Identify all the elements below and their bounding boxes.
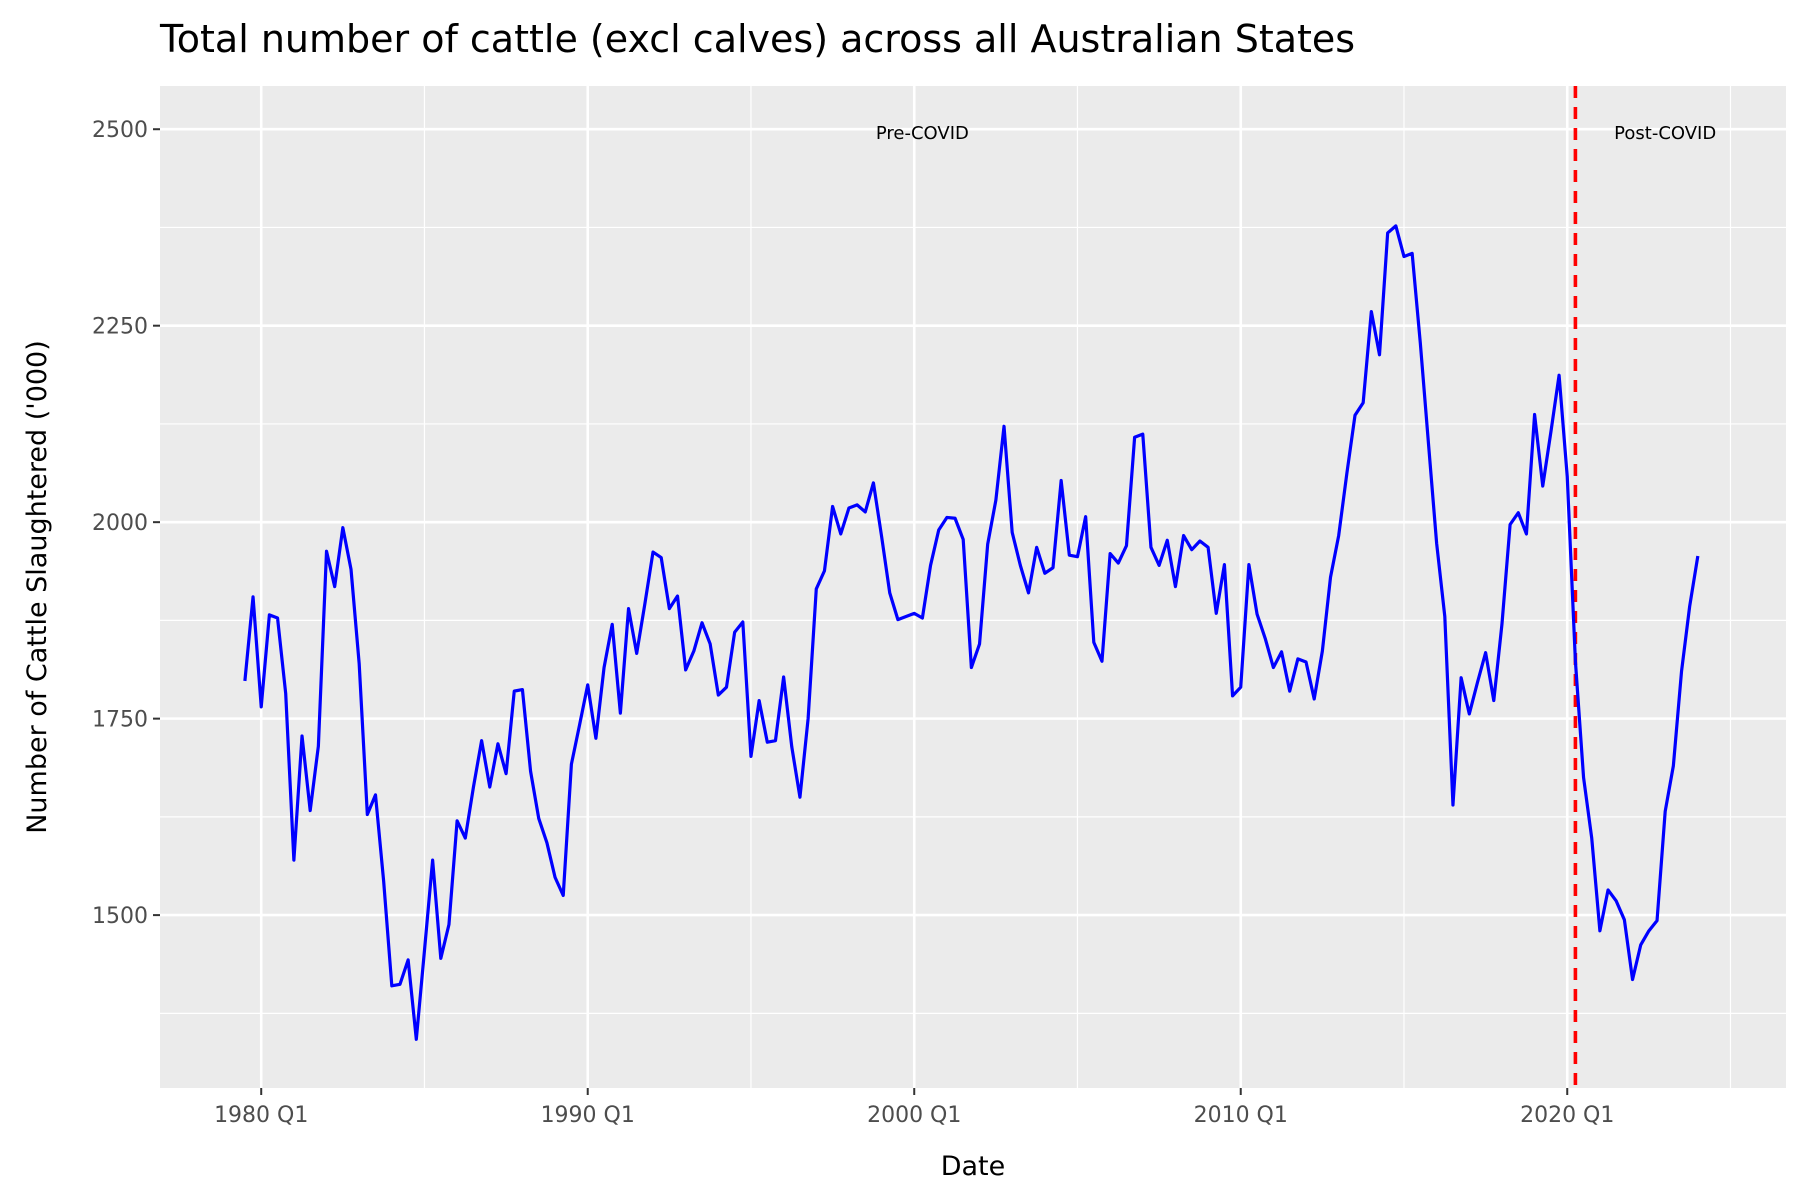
grid-major: [160, 86, 1786, 1088]
x-tick-label: 2010 Q1: [1194, 1103, 1288, 1128]
y-tick-label: 2500: [92, 118, 148, 143]
annotation-label: Post-COVID: [1614, 123, 1716, 144]
x-tick-label: 1990 Q1: [541, 1103, 635, 1128]
x-tick-label: 1980 Q1: [214, 1103, 308, 1128]
y-tick-label: 2000: [92, 511, 148, 536]
x-axis-title: Date: [941, 1151, 1006, 1182]
y-tick-label: 1500: [92, 904, 148, 929]
x-axis: 1980 Q1 1990 Q1 2000 Q1 2010 Q1 2020 Q1: [214, 1088, 1614, 1128]
grid-minor: [160, 86, 1786, 1088]
x-tick-label: 2020 Q1: [1520, 1103, 1614, 1128]
y-tick-label: 2250: [92, 315, 148, 340]
series-layer: [243, 224, 1700, 1041]
y-axis-title: Number of Cattle Slaughtered ('000): [22, 340, 53, 834]
y-tick-label: 1750: [92, 708, 148, 733]
annotation-layer: Pre-COVID Post-COVID: [876, 123, 1716, 144]
annotation-label: Pre-COVID: [876, 123, 969, 144]
plot-panel: [160, 86, 1786, 1088]
chart-title: Total number of cattle (excl calves) acr…: [159, 17, 1355, 61]
series-line: [243, 224, 1700, 1041]
x-tick-label: 2000 Q1: [867, 1103, 961, 1128]
y-axis: 1500 1750 2000 2250 2500: [92, 118, 160, 929]
